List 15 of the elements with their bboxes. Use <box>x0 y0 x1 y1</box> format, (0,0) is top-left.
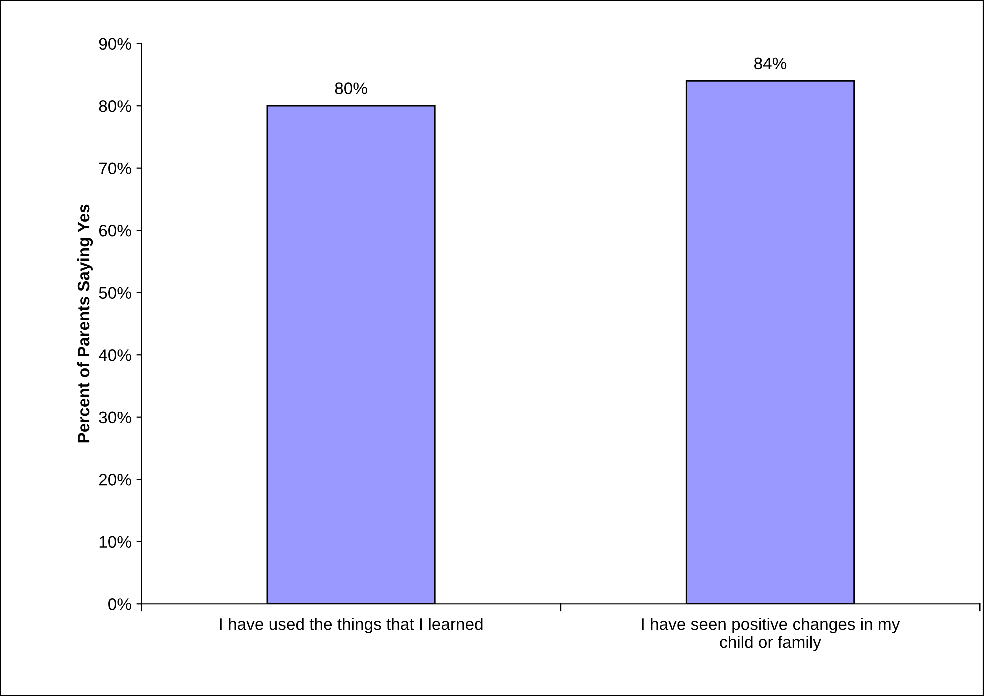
y-axis-title: Percent of Parents Saying Yes <box>77 204 94 443</box>
y-tick-label: 90% <box>99 38 132 50</box>
y-tick-label: 0% <box>108 598 132 610</box>
data-label: 84% <box>754 58 787 70</box>
y-tick-label: 30% <box>99 412 132 424</box>
y-tick-label: 80% <box>99 100 132 112</box>
y-tick-label: 20% <box>99 474 132 486</box>
y-tick-label: 40% <box>99 350 132 362</box>
y-tick-label: 60% <box>99 225 132 237</box>
x-tick-label: I have seen positive changes in my child or family <box>642 618 900 652</box>
x-tick-label: I have used the things that I learned <box>220 618 483 634</box>
data-label: 80% <box>335 82 368 94</box>
y-tick-label: 50% <box>99 287 132 300</box>
y-tick-label: 10% <box>100 536 132 548</box>
y-tick-label: 70% <box>99 162 132 175</box>
